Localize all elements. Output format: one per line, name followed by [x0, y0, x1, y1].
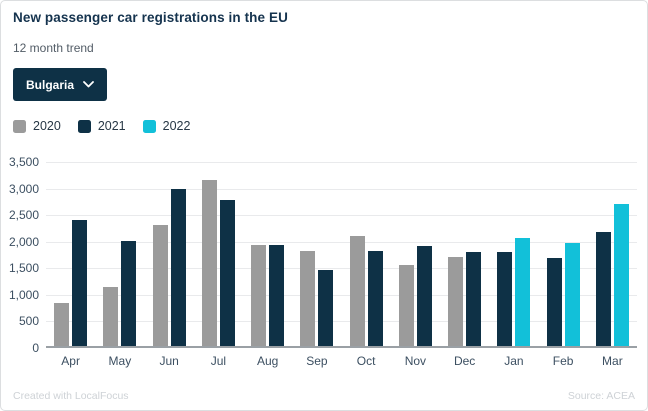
bar-group-feb — [539, 162, 588, 346]
bar-group-jul — [194, 162, 243, 346]
legend-item-2020: 2020 — [13, 119, 61, 133]
bar-group-jun — [145, 162, 194, 346]
legend-swatch-2022 — [142, 119, 156, 133]
bar-2021-sep — [318, 270, 334, 346]
bar-group-may — [95, 162, 144, 346]
legend-label: 2020 — [33, 119, 61, 133]
y-tick-label: 0 — [32, 341, 39, 355]
plot-area — [46, 162, 637, 348]
x-axis: Apr May Jun Jul Aug Sep Oct Nov Dec Jan Feb Mar — [46, 354, 637, 368]
x-tick-label-sep: Sep — [306, 354, 328, 368]
bar-2020-nov — [398, 265, 414, 346]
bar-group-aug — [243, 162, 292, 346]
x-tick-label-oct: Oct — [356, 354, 376, 368]
y-tick-label: 3,500 — [8, 155, 39, 169]
bar-2021-dec — [466, 251, 482, 346]
chevron-down-icon — [83, 81, 94, 88]
gridline — [46, 241, 637, 243]
bar-2021-jul — [219, 199, 235, 346]
bar-2021-aug — [269, 245, 285, 346]
x-tick-label-jul: Jul — [210, 354, 227, 368]
bar-groups — [46, 162, 637, 346]
attribution-text: Created with LocalFocus — [13, 390, 129, 402]
bar-2021-oct — [367, 250, 383, 346]
y-tick-label: 1,500 — [8, 261, 39, 276]
chart-subtitle: 12 month trend — [13, 41, 94, 55]
gridline — [46, 294, 637, 296]
bar-group-nov — [391, 162, 440, 346]
x-tick-label-aug: Aug — [256, 354, 279, 368]
x-tick-label-dec: Dec — [453, 354, 476, 368]
country-dropdown[interactable]: Bulgaria — [13, 68, 108, 101]
bar-2020-jun — [152, 225, 168, 346]
bar-group-dec — [440, 162, 489, 346]
legend-item-2021: 2021 — [77, 119, 126, 133]
bar-2021-mar — [595, 232, 611, 346]
bar-2021-nov — [416, 245, 432, 346]
x-tick-label-apr: Apr — [61, 354, 80, 368]
page-title: New passenger car registrations in the E… — [13, 10, 288, 25]
bar-2020-aug — [251, 244, 267, 346]
x-tick-label-feb: Feb — [552, 354, 574, 368]
bar-2021-may — [121, 241, 137, 346]
bar-2020-jul — [201, 180, 217, 346]
legend-swatch-2020 — [13, 119, 26, 133]
y-axis: 0 500 1,000 1,500 2,000 2,500 3,000 3,500 — [1, 156, 39, 354]
bar-group-jan — [489, 162, 538, 346]
bar-2021-apr — [72, 219, 88, 346]
bar-2020-dec — [448, 256, 464, 346]
bar-2020-oct — [349, 235, 365, 346]
bar-2020-apr — [54, 302, 70, 346]
legend-label: 2021 — [97, 119, 126, 133]
x-tick-label-jun: Jun — [159, 354, 179, 368]
gridline — [46, 321, 637, 323]
legend-item-2022: 2022 — [142, 119, 191, 133]
x-tick-label-mar: Mar — [602, 354, 623, 368]
bar-2020-sep — [300, 250, 316, 346]
legend-label: 2022 — [162, 119, 191, 133]
y-tick-label: 2,500 — [8, 208, 39, 223]
bar-group-sep — [292, 162, 341, 346]
bar-group-apr — [46, 162, 95, 346]
bar-2022-feb — [564, 242, 580, 346]
country-dropdown-label: Bulgaria — [26, 77, 75, 92]
y-tick-label: 1,000 — [8, 287, 39, 302]
x-tick-label-may: May — [108, 354, 132, 368]
bar-2022-mar — [613, 203, 629, 346]
y-tick-label: 3,000 — [8, 181, 39, 196]
source-text: Source: ACEA — [567, 390, 635, 402]
gridline — [46, 215, 637, 217]
chart-legend: 2020 2021 2022 — [13, 119, 190, 133]
bar-group-oct — [342, 162, 391, 346]
bar-2021-jun — [170, 189, 186, 346]
y-tick-label: 500 — [18, 314, 39, 329]
x-tick-label-nov: Nov — [404, 354, 427, 368]
y-tick-label: 2,000 — [8, 234, 39, 249]
legend-swatch-2021 — [77, 119, 91, 133]
bar-2022-jan — [515, 238, 531, 346]
bar-2021-feb — [546, 258, 562, 346]
bar-2021-jan — [497, 252, 513, 346]
gridline — [46, 162, 637, 163]
gridline — [46, 188, 637, 190]
gridline — [46, 268, 637, 270]
bar-2020-may — [103, 287, 119, 346]
x-tick-label-jan: Jan — [504, 354, 524, 368]
bar-group-mar — [588, 162, 637, 346]
